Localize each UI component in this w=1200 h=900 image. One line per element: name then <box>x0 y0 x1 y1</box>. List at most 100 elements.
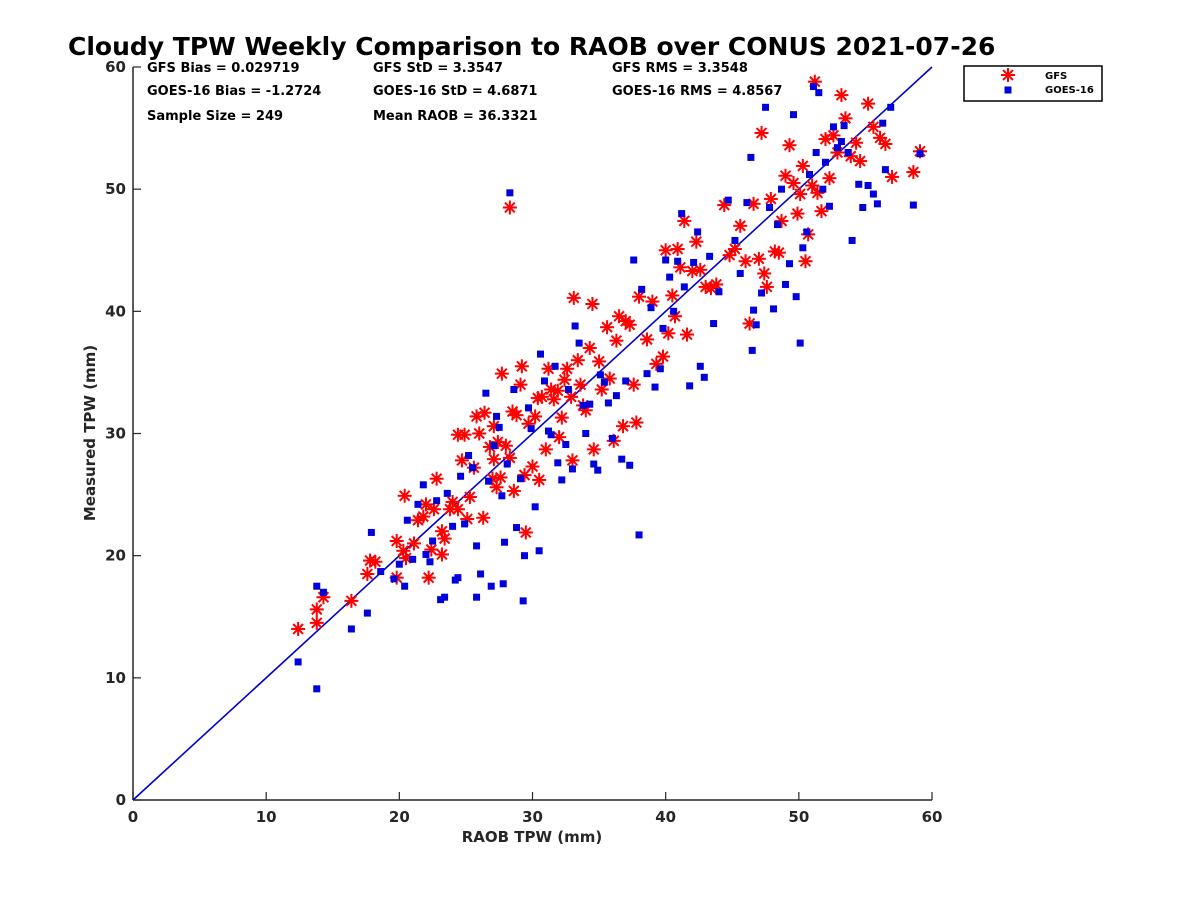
gfs-point <box>582 340 597 355</box>
goes-16-point <box>869 190 877 198</box>
one-to-one-line <box>132 66 933 801</box>
gfs-point <box>665 288 680 303</box>
goes-16-point <box>752 321 760 329</box>
goes-16-point <box>319 588 327 596</box>
gfs-point <box>626 377 641 392</box>
gfs-point <box>866 119 881 134</box>
goes-16-point <box>437 596 445 604</box>
goes-16-point <box>457 472 465 480</box>
goes-16-point <box>482 389 490 397</box>
goes-16-point <box>403 516 411 524</box>
gfs-point <box>814 204 829 219</box>
x-tick-label: 60 <box>922 808 943 826</box>
goes-16-point <box>766 203 774 211</box>
gfs-point <box>771 245 786 260</box>
gfs-point <box>462 490 477 505</box>
goes-16-point <box>409 555 417 563</box>
legend-goes-label: GOES-16 <box>1045 85 1094 96</box>
gfs-point <box>629 415 644 430</box>
y-tick-label: 20 <box>105 547 126 565</box>
goes-16-point <box>540 377 548 385</box>
goes-16-point <box>347 625 355 633</box>
gfs-point <box>445 494 460 509</box>
goes-16-point <box>551 362 559 370</box>
gfs-point <box>476 510 491 525</box>
goes-16-point <box>419 481 427 489</box>
gfs-point <box>616 419 631 434</box>
gfs-point <box>368 554 383 569</box>
x-tick-label: 50 <box>788 808 809 826</box>
goes-16-point <box>535 547 543 555</box>
goes-16-point <box>513 524 521 532</box>
gfs-point <box>309 602 324 617</box>
gfs-point <box>570 353 585 368</box>
goes-16-point <box>461 520 469 528</box>
gfs-point <box>457 427 472 442</box>
y-tick-label: 40 <box>105 302 126 320</box>
gfs-point <box>513 377 528 392</box>
gfs-point <box>786 176 801 191</box>
goes-16-point <box>564 386 572 394</box>
goes-16-point <box>473 593 481 601</box>
y-tick-label: 50 <box>105 180 126 198</box>
gfs-point <box>494 366 509 381</box>
goes-16-point <box>568 465 576 473</box>
goes-16-point <box>909 201 917 209</box>
goes-16-point <box>651 383 659 391</box>
y-tick-label: 10 <box>105 669 126 687</box>
goes-16-point <box>473 542 481 550</box>
goes-16-point <box>519 597 527 605</box>
gfs-point <box>514 359 529 374</box>
goes-16-point <box>294 658 302 666</box>
x-tick-label: 30 <box>522 808 543 826</box>
goes-16-point <box>786 260 794 268</box>
goes-16-point <box>525 404 533 412</box>
gfs-point <box>585 297 600 312</box>
goes-16-point <box>774 221 782 229</box>
goes-16-point <box>490 442 498 450</box>
gfs-point <box>573 377 588 392</box>
goes-16-point <box>710 320 718 328</box>
goes-16-point <box>840 122 848 130</box>
goes-16-point <box>618 455 626 463</box>
stats-annotations: GFS Bias = 0.029719 GFS StD = 3.3547 GFS… <box>147 61 782 124</box>
goes-16-point <box>859 203 867 211</box>
goes-16-point <box>630 256 638 264</box>
gfs-point <box>426 502 441 517</box>
goes-16-point <box>390 575 398 583</box>
goes-16-point <box>510 386 518 394</box>
gfs-point <box>738 254 753 269</box>
stat-mean-raob: Mean RAOB = 36.3321 <box>373 109 538 124</box>
legend-gfs-asterisk <box>1001 68 1015 82</box>
goes-16-point <box>821 158 829 166</box>
goes-16-point <box>454 574 462 582</box>
x-tick-label: 40 <box>655 808 676 826</box>
gfs-point <box>733 218 748 233</box>
x-tick-label: 10 <box>256 808 277 826</box>
gfs-point <box>822 171 837 186</box>
goes-16-point <box>554 459 562 467</box>
chart-title: Cloudy TPW Weekly Comparison to RAOB ove… <box>68 32 995 61</box>
goes-16-point <box>367 528 375 536</box>
gfs-point <box>406 536 421 551</box>
gfs-point <box>594 382 609 397</box>
goes-16-point <box>571 322 579 330</box>
goes-16-point <box>498 492 506 500</box>
y-tick-label: 60 <box>105 58 126 76</box>
gfs-point <box>670 242 685 257</box>
goes-16-point <box>401 582 409 590</box>
gfs-point <box>482 439 497 454</box>
stat-gfs-bias: GFS Bias = 0.029719 <box>147 61 300 76</box>
goes-16-point <box>848 236 856 244</box>
goes-16-point <box>477 570 485 578</box>
gfs-point <box>493 470 508 485</box>
gfs-point <box>397 488 412 503</box>
gfs-point <box>557 372 572 387</box>
axes: 0 10 20 30 40 50 60 0 10 20 30 40 50 60 <box>105 58 942 826</box>
gfs-point <box>565 453 580 468</box>
gfs-point <box>609 333 624 348</box>
goes-16-point <box>731 236 739 244</box>
gfs-point <box>486 452 501 467</box>
goes-16-point <box>748 346 756 354</box>
goes-16-point <box>608 434 616 442</box>
